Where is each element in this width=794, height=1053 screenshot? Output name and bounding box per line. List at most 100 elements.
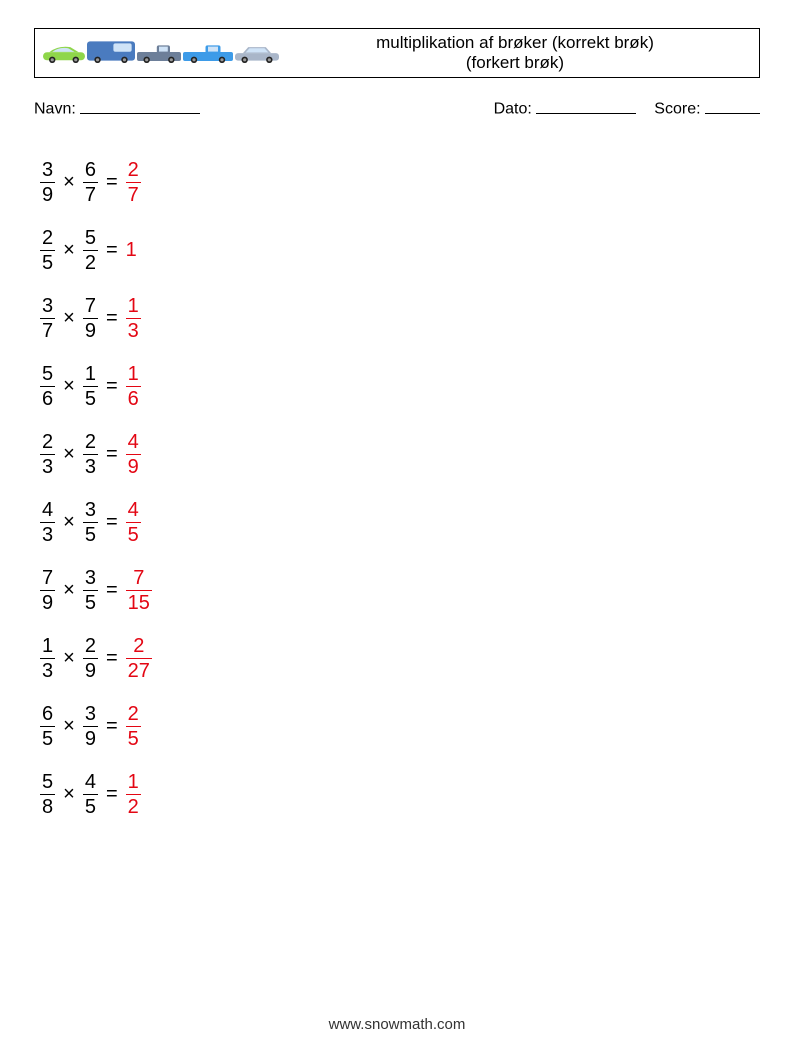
fraction-numerator: 2: [40, 228, 55, 250]
problem-row: 7 9 × 3 5 = 7 15: [40, 557, 760, 625]
name-label: Navn:: [34, 101, 76, 118]
problem-row: 4 3 × 3 5 = 4 5: [40, 489, 760, 557]
vehicle-icon: [235, 45, 279, 63]
date-field: Dato:: [494, 96, 637, 119]
operator: ×: [55, 239, 83, 262]
fraction-numerator: 3: [83, 704, 98, 726]
vehicle-icon: [183, 43, 233, 63]
answer: 2 27: [126, 636, 152, 681]
fraction-numerator: 7: [83, 296, 98, 318]
fraction-numerator: 2: [131, 636, 146, 658]
vehicle-icon-wrap: [43, 45, 85, 68]
fraction-numerator: 6: [40, 704, 55, 726]
fraction-denominator: 3: [40, 659, 55, 681]
fraction-denominator: 9: [40, 591, 55, 613]
fraction-denominator: 6: [126, 387, 141, 409]
fraction-numerator: 5: [40, 364, 55, 386]
fraction-numerator: 3: [40, 160, 55, 182]
problem-row: 2 3 × 2 3 = 4 9: [40, 421, 760, 489]
fraction-numerator: 4: [126, 500, 141, 522]
fraction-denominator: 5: [83, 387, 98, 409]
date-label: Dato:: [494, 101, 532, 118]
problem-row: 5 8 × 4 5 = 1 2: [40, 761, 760, 829]
problem-row: 2 5 × 5 2 =1: [40, 217, 760, 285]
meta-row: Navn: Dato: Score:: [34, 96, 760, 119]
fraction-numerator: 1: [126, 296, 141, 318]
fraction-numerator: 4: [126, 432, 141, 454]
fraction-numerator: 4: [83, 772, 98, 794]
equals-sign: =: [98, 647, 126, 670]
equals-sign: =: [98, 511, 126, 534]
footer: www.snowmath.com: [0, 1016, 794, 1033]
fraction-denominator: 2: [83, 251, 98, 273]
fraction-denominator: 8: [40, 795, 55, 817]
vehicle-icon: [87, 39, 135, 63]
operator: ×: [55, 511, 83, 534]
answer: 1: [126, 239, 137, 262]
worksheet-header: multiplikation af brøker (korrekt brøk) …: [34, 28, 760, 78]
fraction-numerator: 2: [126, 160, 141, 182]
operator: ×: [55, 715, 83, 738]
vehicle-icon: [137, 43, 181, 63]
fraction-numerator: 1: [83, 364, 98, 386]
answer: 1 2: [126, 772, 141, 817]
problem-row: 6 5 × 3 9 = 2 5: [40, 693, 760, 761]
fraction-denominator: 5: [83, 523, 98, 545]
fraction-denominator: 5: [40, 727, 55, 749]
answer: 1 3: [126, 296, 141, 341]
fraction-denominator: 9: [40, 183, 55, 205]
fraction-numerator: 1: [126, 772, 141, 794]
equals-sign: =: [98, 715, 126, 738]
fraction-numerator: 3: [83, 500, 98, 522]
fraction-denominator: 5: [83, 591, 98, 613]
answer: 4 5: [126, 500, 141, 545]
title-line-1: multiplikation af brøker (korrekt brøk): [279, 33, 751, 53]
fraction-numerator: 4: [40, 500, 55, 522]
fraction-numerator: 2: [126, 704, 141, 726]
fraction-denominator: 7: [40, 319, 55, 341]
fraction-denominator: 5: [83, 795, 98, 817]
fraction-denominator: 3: [40, 455, 55, 477]
operator: ×: [55, 171, 83, 194]
problem-row: 5 6 × 1 5 = 1 6: [40, 353, 760, 421]
fraction-numerator: 3: [40, 296, 55, 318]
equals-sign: =: [98, 239, 126, 262]
score-field: Score:: [654, 96, 760, 119]
worksheet-title: multiplikation af brøker (korrekt brøk) …: [279, 33, 751, 74]
vehicle-icon: [43, 45, 85, 63]
answer: 2 5: [126, 704, 141, 749]
fraction-denominator: 5: [126, 523, 141, 545]
name-field: Navn:: [34, 96, 494, 119]
problem-list: 3 9 × 6 7 = 2 7 2 5 ×: [34, 149, 760, 829]
vehicle-icon-wrap: [87, 39, 135, 68]
fraction-denominator: 7: [83, 183, 98, 205]
equals-sign: =: [98, 171, 126, 194]
answer: 7 15: [126, 568, 152, 613]
equals-sign: =: [98, 579, 126, 602]
fraction-numerator: 7: [40, 568, 55, 590]
operator: ×: [55, 783, 83, 806]
vehicle-row: [43, 39, 279, 68]
vehicle-icon-wrap: [183, 43, 233, 68]
footer-text: www.snowmath.com: [329, 1016, 466, 1033]
fraction-denominator: 3: [126, 319, 141, 341]
vehicle-icon-wrap: [137, 43, 181, 68]
fraction-denominator: 6: [40, 387, 55, 409]
operator: ×: [55, 579, 83, 602]
answer: 2 7: [126, 160, 141, 205]
problem-row: 1 3 × 2 9 = 2 27: [40, 625, 760, 693]
fraction-numerator: 1: [40, 636, 55, 658]
title-line-2: (forkert brøk): [279, 53, 751, 73]
fraction-numerator: 2: [83, 636, 98, 658]
equals-sign: =: [98, 783, 126, 806]
answer: 1 6: [126, 364, 141, 409]
date-blank: [536, 96, 636, 114]
operator: ×: [55, 647, 83, 670]
fraction-denominator: 7: [126, 183, 141, 205]
vehicle-icon-wrap: [235, 45, 279, 68]
name-blank: [80, 96, 200, 114]
problem-row: 3 9 × 6 7 = 2 7: [40, 149, 760, 217]
equals-sign: =: [98, 307, 126, 330]
fraction-denominator: 9: [83, 727, 98, 749]
equals-sign: =: [98, 443, 126, 466]
